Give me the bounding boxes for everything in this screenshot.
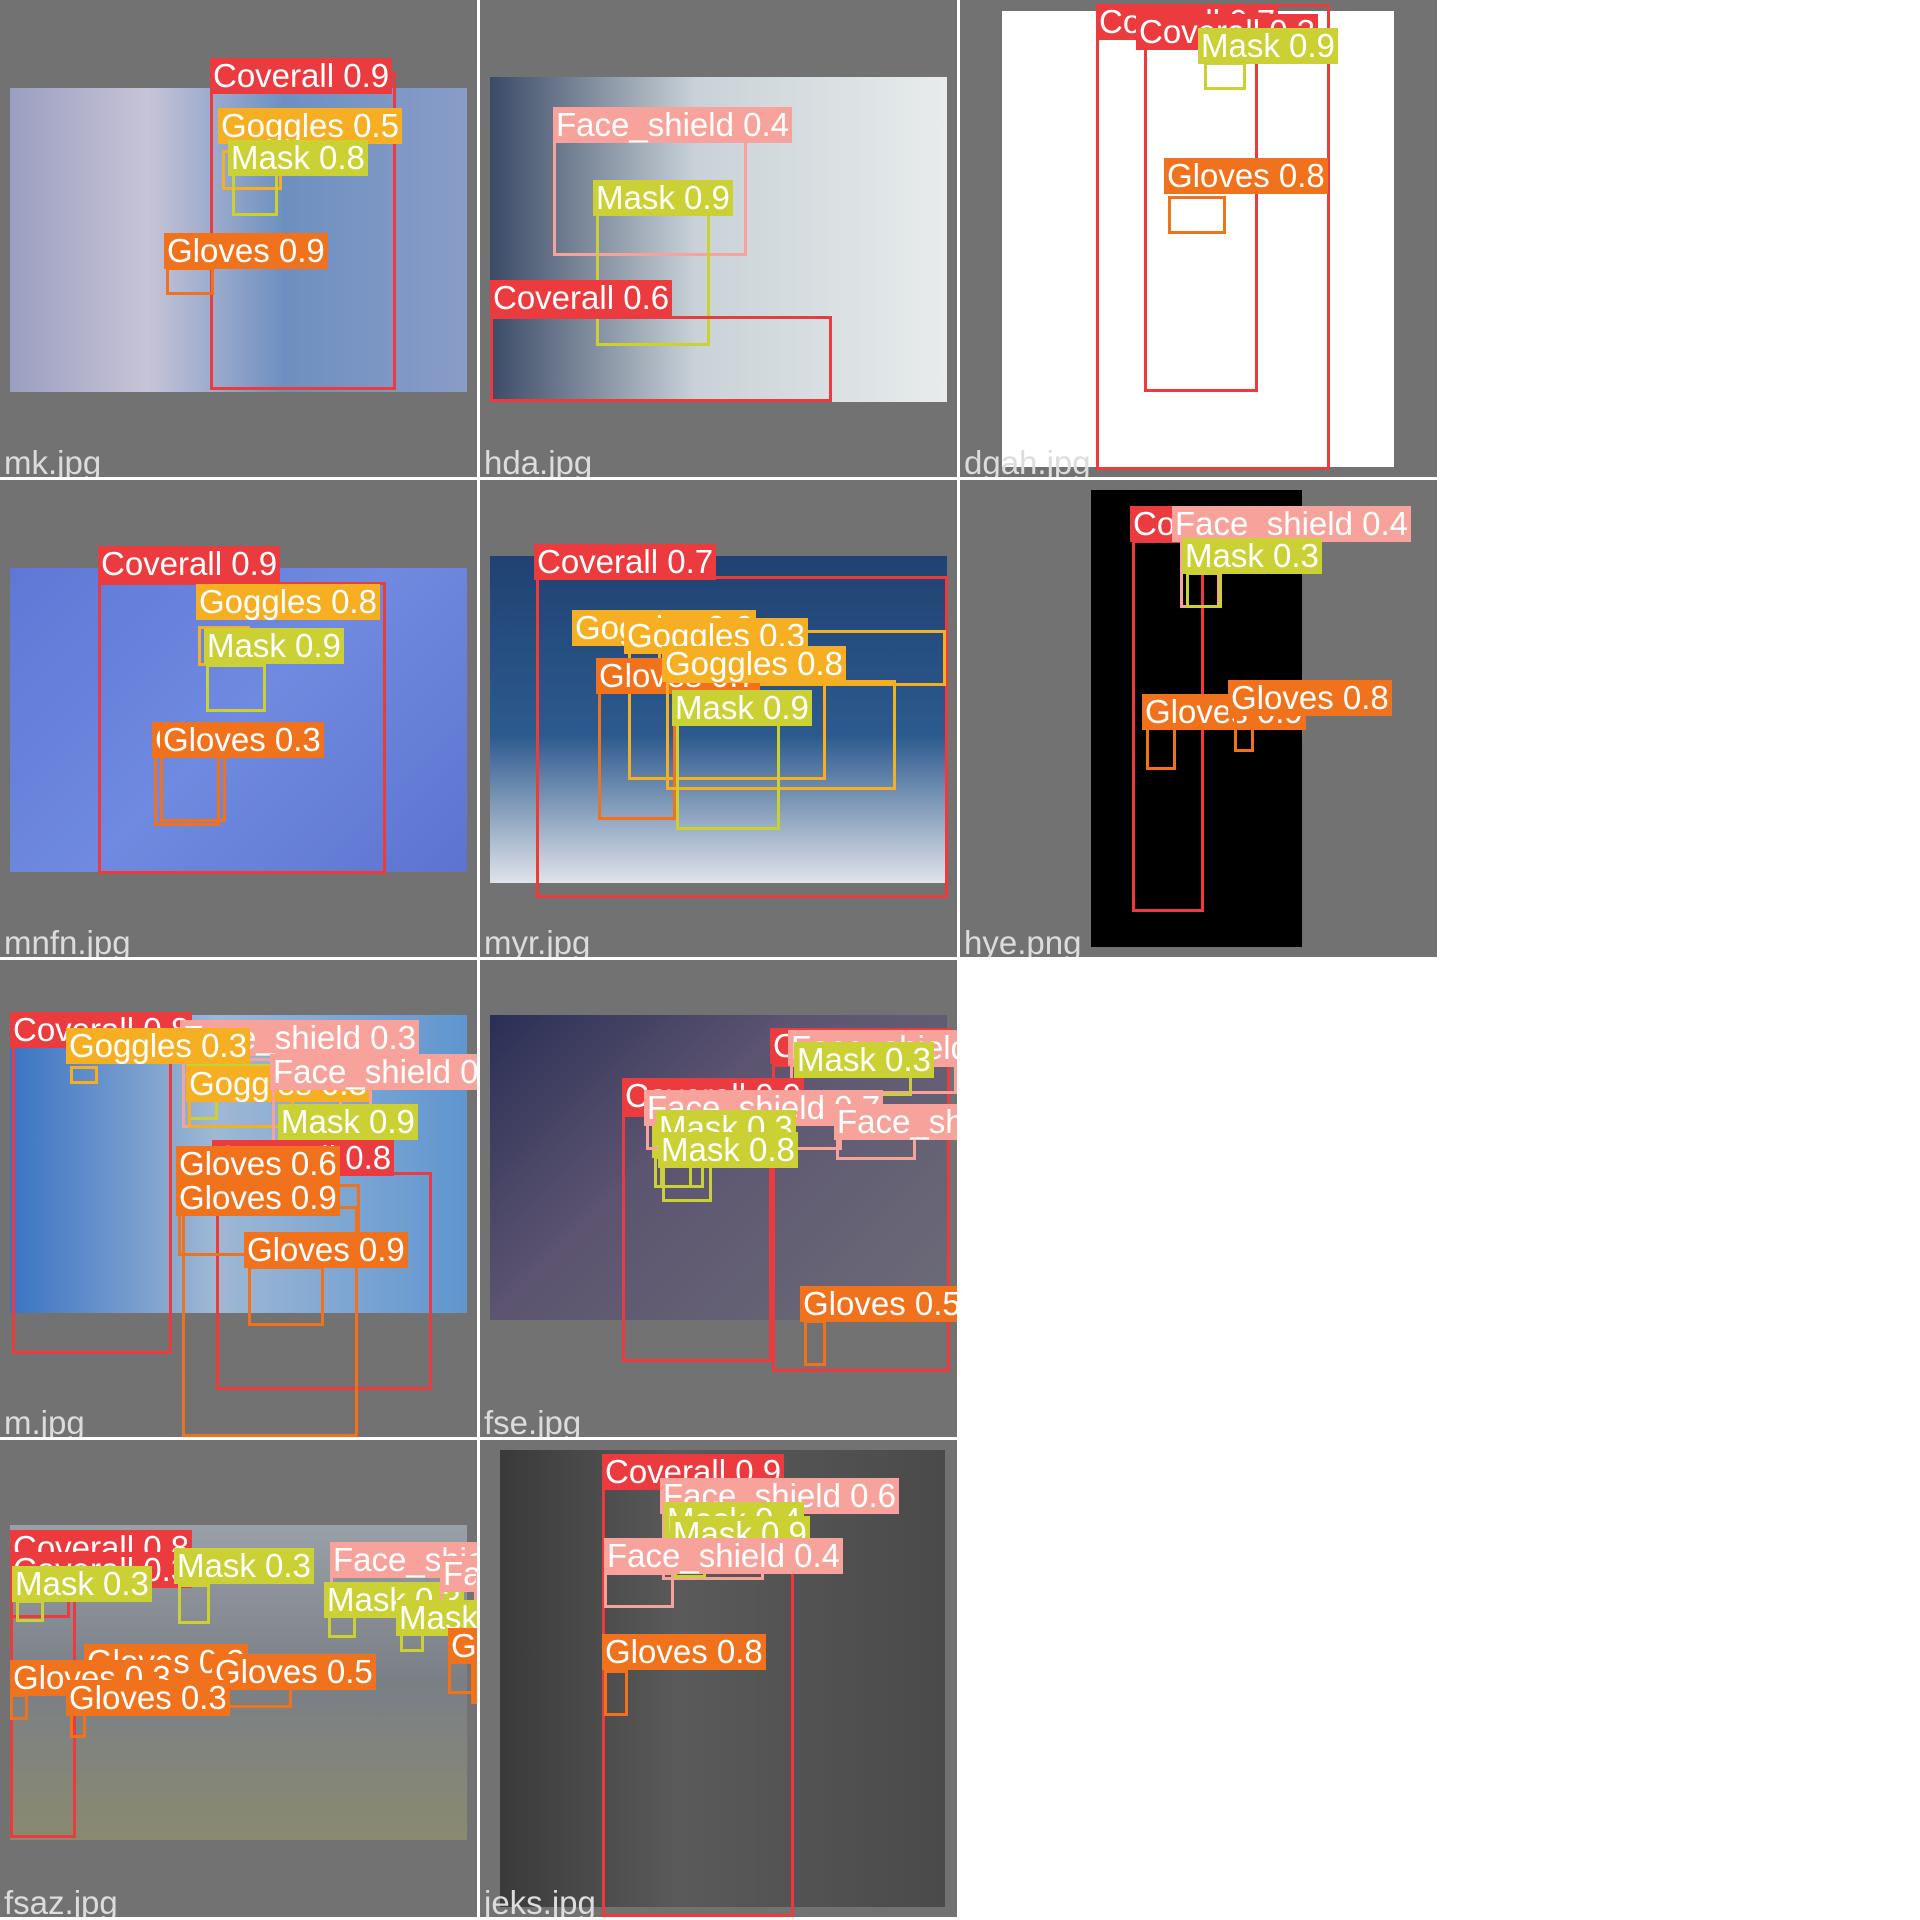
bbox-gloves xyxy=(604,1670,628,1716)
detection-label: Mask 0.9 xyxy=(278,1104,418,1140)
bbox-mask xyxy=(206,664,266,712)
detection-label: Goggles 0.3 xyxy=(66,1028,250,1064)
detection-label: Face_shield 0.4 xyxy=(604,1538,843,1574)
detection-label: Mask 0.9 xyxy=(204,628,344,664)
image-tile: Face_shield 0.4 Mask 0.9 Coverall 0.6 hda.j… xyxy=(480,0,957,477)
image-tile: Coverall 0.9 Goggles 0.8 Mask 0.9 Gloves 0.… xyxy=(0,480,477,957)
detection-label: Mask 0.3 xyxy=(12,1566,152,1602)
bbox-coverall xyxy=(98,582,386,874)
detection-label: Coverall 0.9 xyxy=(210,58,393,94)
bbox-gloves xyxy=(1168,196,1226,234)
bbox-gloves xyxy=(166,267,214,295)
detection-label: Gloves 0.9 xyxy=(244,1232,408,1268)
bbox-gloves xyxy=(448,1660,477,1694)
bbox-gloves xyxy=(248,1266,324,1326)
detection-label: Face_shield 0.4 xyxy=(440,1556,477,1592)
detection-label: Gloves 0.6 xyxy=(176,1146,340,1182)
detection-label: Gloves 0.8 xyxy=(602,1634,766,1670)
filename-label: fsaz.jpg xyxy=(4,1884,118,1917)
detection-label: Mask 0.8 xyxy=(228,140,368,176)
detection-label: Mask 0.3 xyxy=(1182,538,1322,574)
filename-label: mk.jpg xyxy=(4,444,102,477)
detection-label: Face_shield 0.5 xyxy=(476,1572,477,1608)
bbox-goggles xyxy=(70,1066,98,1084)
bbox-coverall xyxy=(490,316,832,402)
detection-label: Gloves 0.8 xyxy=(1164,158,1328,194)
detection-label: Face_shield 0.3 xyxy=(834,1104,957,1140)
bbox-gloves xyxy=(804,1320,826,1366)
detection-label: Face_shield 0.4 xyxy=(1172,506,1411,542)
bbox-mask xyxy=(1204,62,1246,90)
detection-label: Gloves 0.8 xyxy=(448,1628,477,1664)
filename-label: jeks.jpg xyxy=(484,1884,596,1917)
detection-label: Face_shield 0.4 xyxy=(553,107,792,143)
filename-label: myr.jpg xyxy=(484,924,591,957)
detection-label: Mask 0.3 xyxy=(174,1548,314,1584)
detection-label: Mask 0.9 xyxy=(672,690,812,726)
bbox-mask xyxy=(1186,572,1222,608)
detection-label: Goggles 0.8 xyxy=(662,646,846,682)
bbox-coverall xyxy=(536,576,948,898)
bbox-gloves xyxy=(160,752,226,822)
detection-label: Gloves 0.9 xyxy=(164,233,328,269)
detection-label: Mask 0.9 xyxy=(1198,28,1338,64)
filename-label: mnfn.jpg xyxy=(4,924,131,957)
detection-label: Coverall 0.6 xyxy=(490,280,673,316)
detection-label: Mask 0.9 xyxy=(593,180,733,216)
bbox-coverall xyxy=(12,1044,172,1354)
detection-label: Gloves 0.3 xyxy=(66,1680,230,1716)
filename-label: fse.jpg xyxy=(484,1404,582,1437)
detection-label: Face_shield 0.3 xyxy=(270,1054,477,1090)
detection-label: Gloves 0.8 xyxy=(1228,680,1392,716)
bbox-gloves xyxy=(598,690,676,820)
detection-label: Mask 0.3 xyxy=(794,1042,934,1078)
bbox-mask xyxy=(16,1600,44,1622)
bbox-mask xyxy=(662,1162,712,1202)
detection-label: Mask 0.8 xyxy=(658,1132,798,1168)
bbox-gloves xyxy=(1234,712,1254,752)
bbox-gloves xyxy=(10,1694,28,1720)
detection-label: Gloves 0.5 xyxy=(212,1654,376,1690)
bbox-mask xyxy=(178,1584,210,1624)
detection-label: Gloves 0.9 xyxy=(176,1180,340,1216)
filename-label: m.jpg xyxy=(4,1404,85,1437)
filename-label: dgah.jpg xyxy=(964,444,1091,477)
detection-label: Coverall 0.9 xyxy=(98,546,281,582)
detection-label: Coverall 0.7 xyxy=(534,544,717,580)
filename-label: hda.jpg xyxy=(484,444,593,477)
detection-label: Goggles 0.5 xyxy=(218,108,402,144)
filename-label: hye.png xyxy=(964,924,1082,957)
bbox-face-shield xyxy=(604,1572,674,1608)
image-tile: Coverall 0.9 Goggles 0.5 Mask 0.8 Gloves 0.… xyxy=(0,0,477,477)
detection-label: Gloves 0.3 xyxy=(160,722,324,758)
detection-label: Goggles 0.8 xyxy=(196,584,380,620)
detection-label: Gloves 0.5 xyxy=(800,1286,957,1322)
